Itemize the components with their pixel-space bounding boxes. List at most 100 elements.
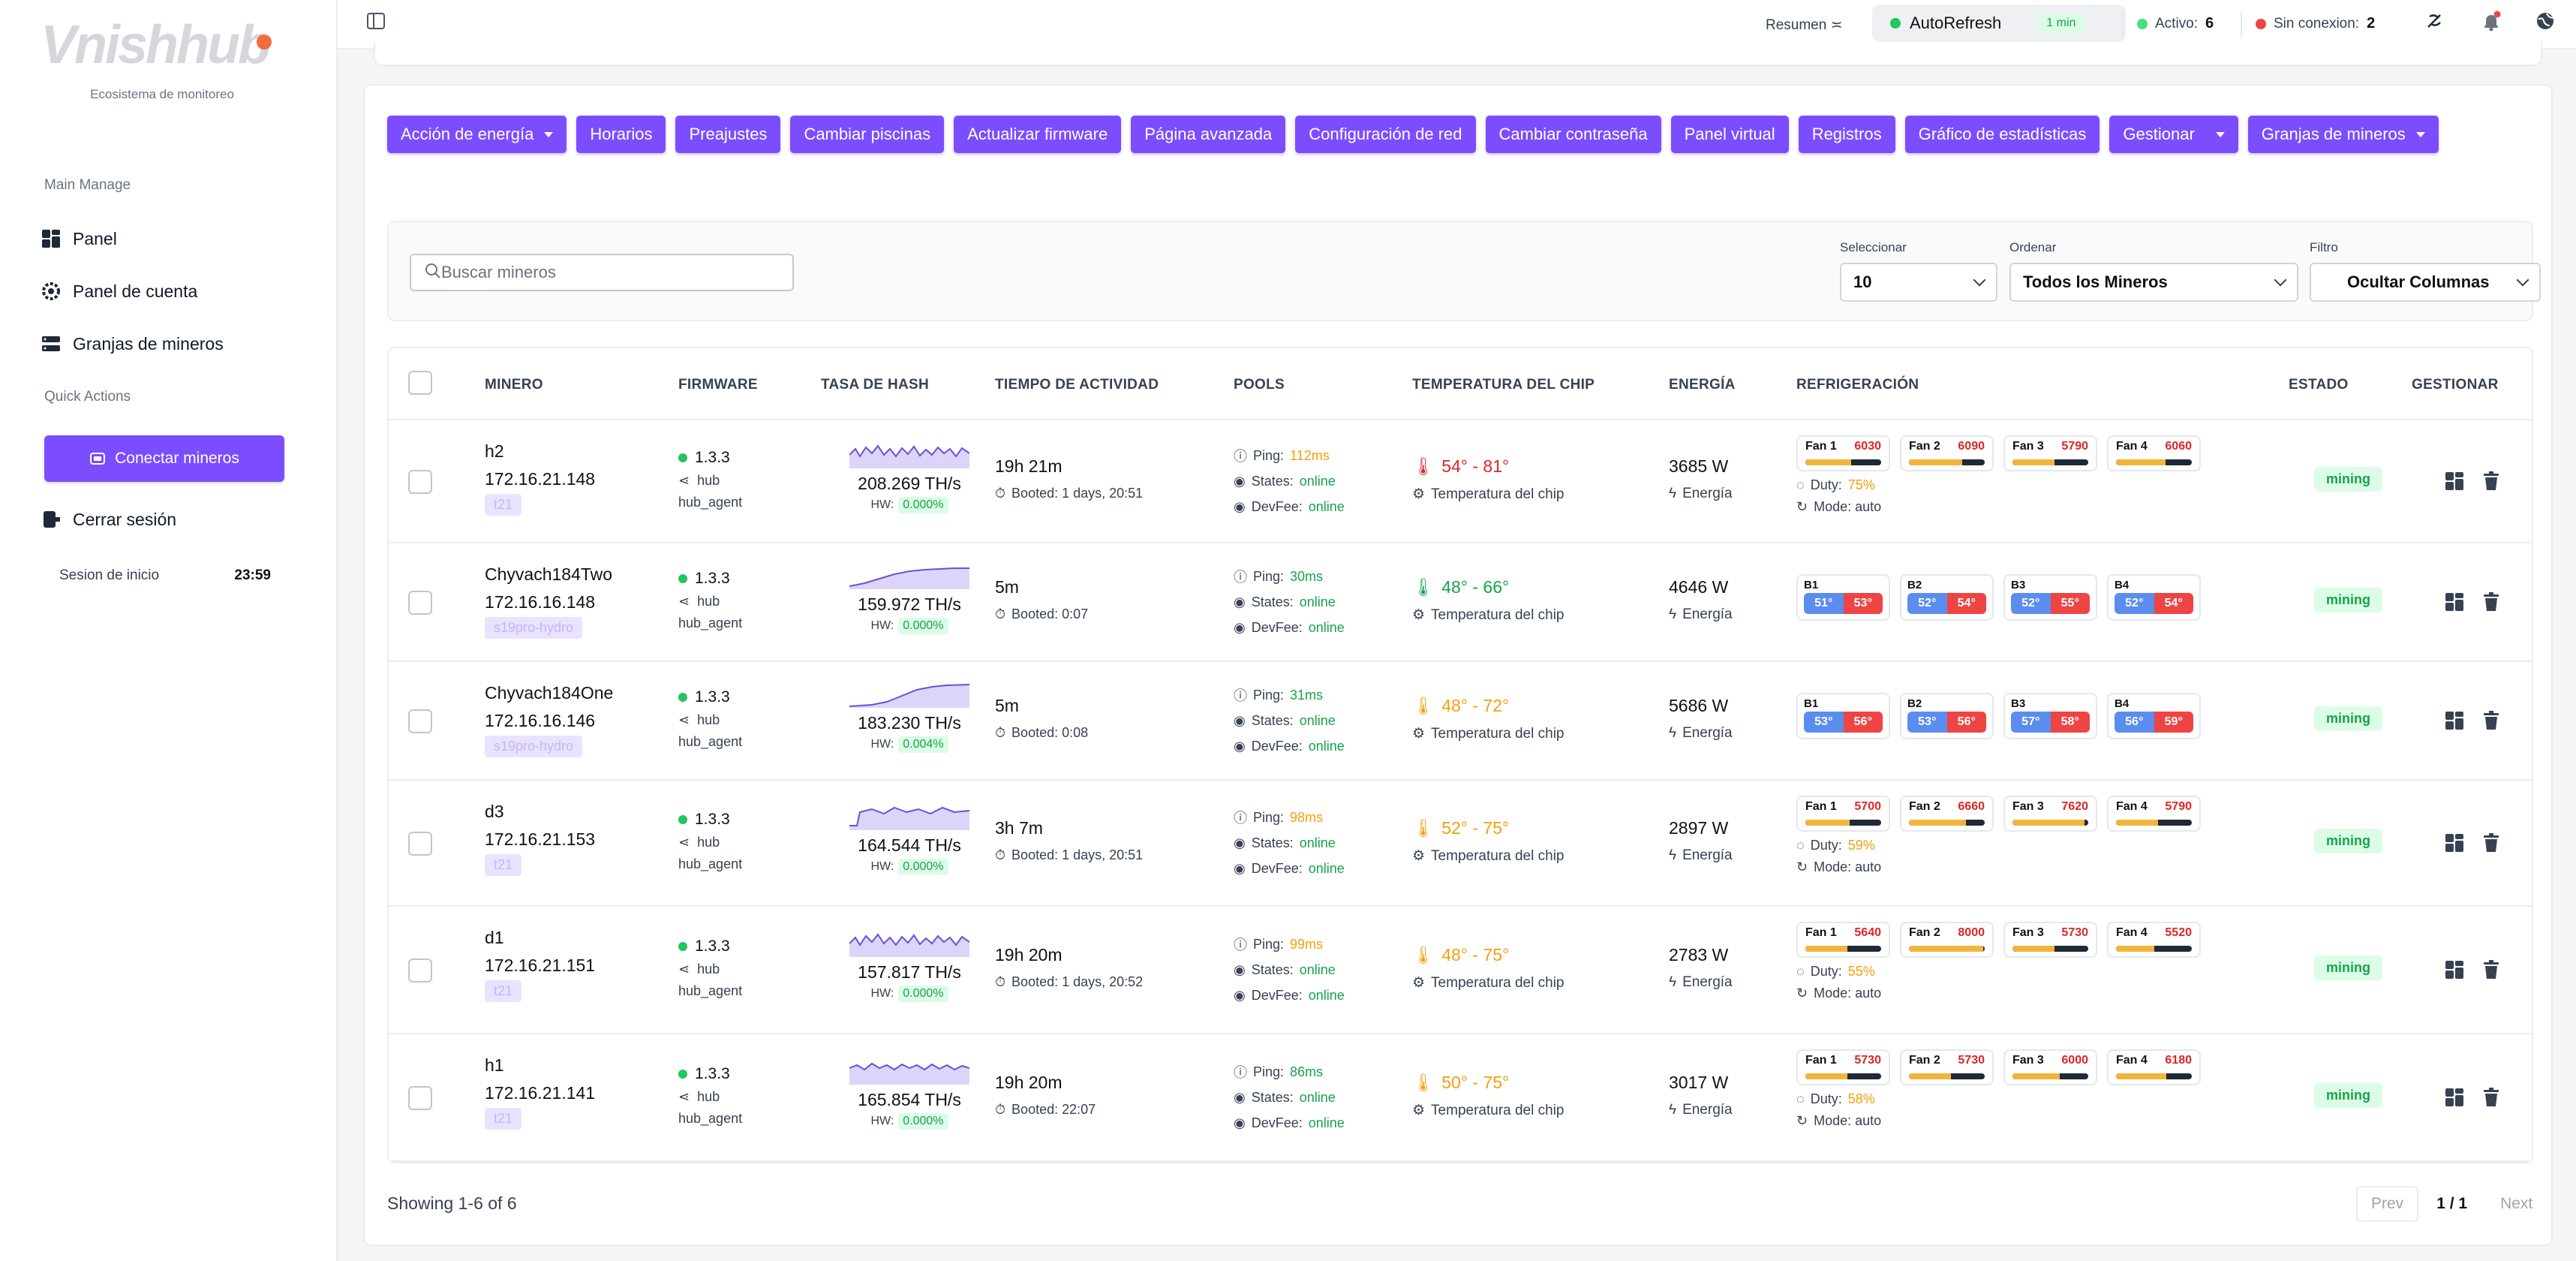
trash-icon[interactable] xyxy=(2482,471,2500,491)
search-icon xyxy=(425,263,440,278)
manage-dropdown[interactable]: Gestionar xyxy=(2109,116,2238,153)
duty-icon: ◌ xyxy=(1796,477,1805,492)
hashrate-cell: 164.544 TH/s HW: 0.000% xyxy=(849,803,970,875)
fan-duty: ◌ Duty: 59% xyxy=(1796,838,1875,853)
pagination-summary: Showing 1-6 of 6 xyxy=(387,1193,517,1213)
column-header-chip-temp[interactable]: TEMPERATURA DEL CHIP xyxy=(1412,377,1595,393)
miner-ip[interactable]: 172.16.21.148 xyxy=(485,469,596,489)
prev-page-button[interactable]: Prev xyxy=(2356,1186,2419,1222)
miner-identity[interactable]: Chyvach184One 172.16.16.146 s19pro-hydro xyxy=(485,683,613,757)
language-globe-icon[interactable] xyxy=(2535,11,2556,32)
miner-ip[interactable]: 172.16.21.141 xyxy=(485,1083,596,1103)
column-header-hashrate[interactable]: TASA DE HASH xyxy=(821,377,929,393)
miner-identity[interactable]: Chyvach184Two 172.16.16.148 s19pro-hydro xyxy=(485,564,612,639)
presets-button[interactable]: Preajustes xyxy=(675,116,781,153)
dashboard-icon[interactable] xyxy=(2445,833,2464,853)
status-cell: mining xyxy=(2314,956,2382,980)
miner-name[interactable]: d1 xyxy=(485,928,504,947)
power-action-dropdown[interactable]: Acción de energía xyxy=(387,116,567,153)
miner-name[interactable]: h2 xyxy=(485,441,504,461)
next-page-button[interactable]: Next xyxy=(2485,1186,2548,1222)
miner-ip[interactable]: 172.16.21.153 xyxy=(485,829,596,849)
autorefresh-interval[interactable]: 1 min xyxy=(2037,14,2085,33)
section-quick-actions: Quick Actions xyxy=(44,389,131,405)
miner-identity[interactable]: h2 172.16.21.148 t21 xyxy=(485,441,595,516)
miner-name[interactable]: h1 xyxy=(485,1055,504,1075)
search-input[interactable]: Buscar mineros xyxy=(410,254,794,291)
bell-icon[interactable] xyxy=(2481,11,2502,32)
miner-ip[interactable]: 172.16.16.146 xyxy=(485,711,596,730)
trash-icon[interactable] xyxy=(2482,711,2500,730)
row-checkbox[interactable] xyxy=(408,709,432,733)
trash-icon[interactable] xyxy=(2482,592,2500,612)
sidebar-item-farms[interactable]: Granjas de mineros xyxy=(41,329,224,359)
table-row[interactable]: Chyvach184One 172.16.16.146 s19pro-hydro 1.… xyxy=(389,662,2532,781)
schedules-button[interactable]: Horarios xyxy=(576,116,666,153)
autorefresh-toggle[interactable]: AutoRefresh 1 min xyxy=(1872,5,2126,42)
devfee-icon: ◉ xyxy=(1234,498,1246,514)
column-header-manage[interactable]: GESTIONAR xyxy=(2412,377,2499,393)
miner-identity[interactable]: d3 172.16.21.153 t21 xyxy=(485,802,595,876)
row-checkbox[interactable] xyxy=(408,470,432,494)
sidebar-toggle-icon[interactable] xyxy=(366,12,386,30)
column-header-cooling[interactable]: REFRIGERACIÓN xyxy=(1796,377,1919,393)
table-row[interactable]: d3 172.16.21.153 t21 1.3.3 ⋖ hub hub_agent 164.… xyxy=(389,781,2532,907)
row-checkbox[interactable] xyxy=(408,832,432,856)
change-password-button[interactable]: Cambiar contraseña xyxy=(1485,116,1661,153)
advanced-page-button[interactable]: Página avanzada xyxy=(1131,116,1286,153)
status-badge: mining xyxy=(2314,956,2382,980)
trash-icon[interactable] xyxy=(2482,960,2500,980)
table-row[interactable]: h2 172.16.21.148 t21 1.3.3 ⋖ hub hub_agent 208.… xyxy=(389,420,2532,543)
stats-chart-button[interactable]: Gráfico de estadísticas xyxy=(1904,116,2100,153)
network-config-button[interactable]: Configuración de red xyxy=(1295,116,1476,153)
sidebar-item-panel[interactable]: Panel xyxy=(41,224,117,254)
column-header-status[interactable]: ESTADO xyxy=(2289,377,2349,393)
dashboard-icon xyxy=(41,229,61,248)
miner-identity[interactable]: h1 172.16.21.141 t21 xyxy=(485,1055,595,1130)
miner-ip[interactable]: 172.16.16.148 xyxy=(485,592,596,612)
table-row[interactable]: d1 172.16.21.151 t21 1.3.3 ⋖ hub hub_agent 157.… xyxy=(389,907,2532,1034)
dashboard-icon[interactable] xyxy=(2445,711,2464,730)
dashboard-icon[interactable] xyxy=(2445,592,2464,612)
logo[interactable]: Vnishhub xyxy=(41,15,272,75)
trash-icon[interactable] xyxy=(2482,1088,2500,1107)
trash-icon[interactable] xyxy=(2482,833,2500,853)
table-row[interactable]: h1 172.16.21.141 t21 1.3.3 ⋖ hub hub_agent 165.… xyxy=(389,1034,2532,1162)
row-checkbox[interactable] xyxy=(408,959,432,983)
miner-identity[interactable]: d1 172.16.21.151 t21 xyxy=(485,928,595,1002)
change-pools-button[interactable]: Cambiar piscinas xyxy=(790,116,945,153)
dashboard-icon[interactable] xyxy=(2445,960,2464,980)
column-header-miner[interactable]: MINERO xyxy=(485,377,543,393)
dashboard-icon[interactable] xyxy=(2445,471,2464,491)
miner-ip[interactable]: 172.16.21.151 xyxy=(485,956,596,975)
miner-farms-dropdown[interactable]: Granjas de mineros xyxy=(2247,116,2439,153)
hide-columns-select[interactable]: Ocultar Columnas xyxy=(2310,263,2541,302)
column-header-energy[interactable]: ENERGÍA xyxy=(1669,377,1736,393)
connect-miners-button[interactable]: Conectar mineros xyxy=(44,435,284,482)
column-header-pools[interactable]: POOLS xyxy=(1234,377,1285,393)
sidebar-item-account[interactable]: Panel de cuenta xyxy=(41,276,197,306)
update-firmware-button[interactable]: Actualizar firmware xyxy=(954,116,1122,153)
table-row[interactable]: Chyvach184Two 172.16.16.148 s19pro-hydro 1.… xyxy=(389,543,2532,662)
logout-button[interactable]: Cerrar sesión xyxy=(41,504,176,534)
virtual-panel-button[interactable]: Panel virtual xyxy=(1670,116,1789,153)
hashrate-value: 165.854 TH/s xyxy=(858,1090,961,1109)
logs-button[interactable]: Registros xyxy=(1798,116,1895,153)
miner-name[interactable]: Chyvach184Two xyxy=(485,564,613,584)
chip-temp-cell: 🌡 48° - 66° ⚙ Temperatura del chip xyxy=(1412,577,1565,623)
order-select[interactable]: Todos los Mineros xyxy=(2009,263,2298,302)
column-header-uptime[interactable]: TIEMPO DE ACTIVIDAD xyxy=(995,377,1159,393)
dashboard-icon[interactable] xyxy=(2445,1088,2464,1107)
column-header-firmware[interactable]: FIRMWARE xyxy=(678,377,758,393)
theme-toggle-icon[interactable] xyxy=(2424,11,2445,32)
page-size-select[interactable]: 10 xyxy=(1840,263,1997,302)
tagline: Ecosistema de monitoreo xyxy=(90,87,234,101)
row-checkbox[interactable] xyxy=(408,1086,432,1110)
select-all-checkbox[interactable] xyxy=(408,371,432,395)
row-checkbox[interactable] xyxy=(408,591,432,615)
miner-name[interactable]: Chyvach184One xyxy=(485,683,614,703)
summary-toggle[interactable]: Resumen ≍ xyxy=(1766,17,1843,33)
miner-name[interactable]: d3 xyxy=(485,802,504,821)
